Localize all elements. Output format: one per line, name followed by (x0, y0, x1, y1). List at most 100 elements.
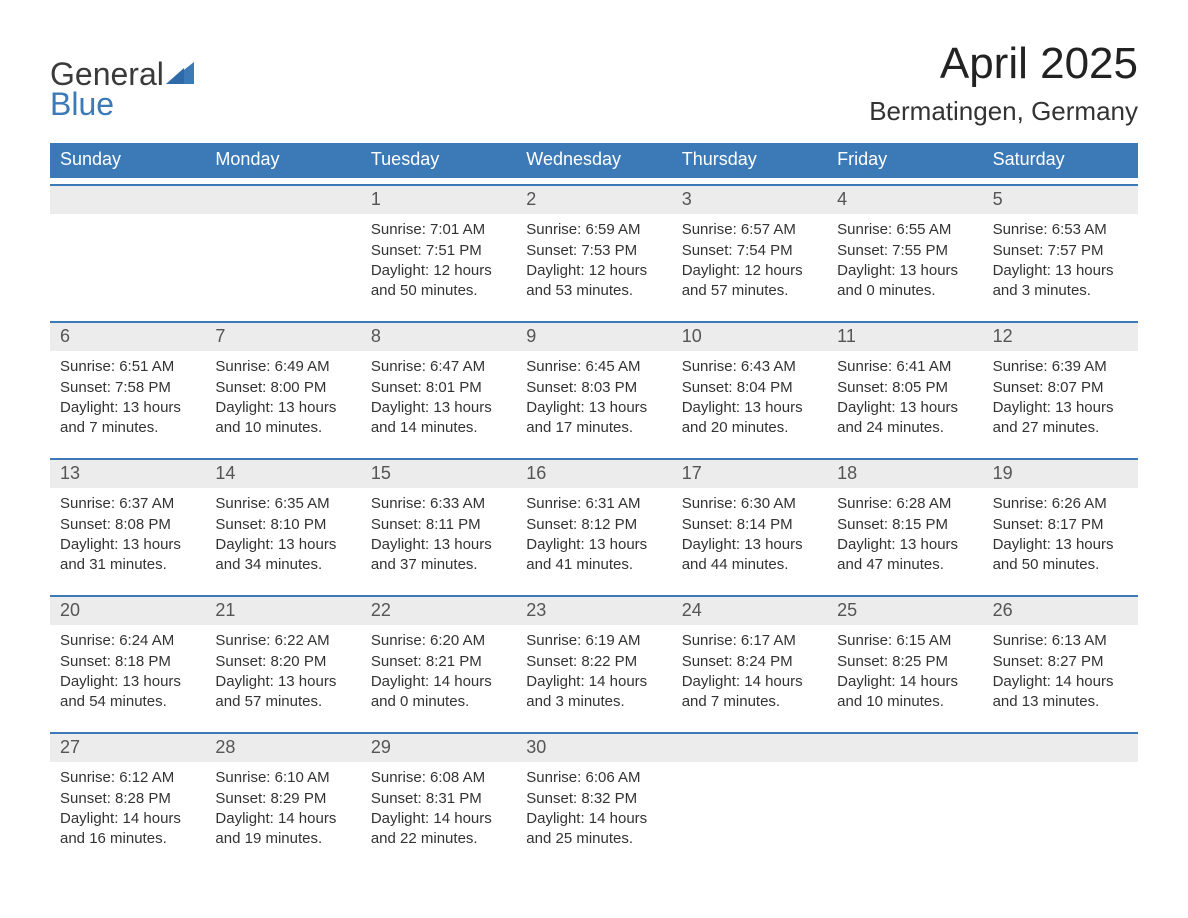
day-number: 30 (516, 734, 671, 762)
calendar-grid: Sunday Monday Tuesday Wednesday Thursday… (50, 143, 1138, 863)
daylight-text-line1: Daylight: 13 hours (60, 535, 195, 555)
sunset-text: Sunset: 8:32 PM (526, 789, 661, 809)
sunset-text: Sunset: 7:55 PM (837, 241, 972, 261)
day-number: 9 (516, 323, 671, 351)
title-block: April 2025 Bermatingen, Germany (869, 40, 1138, 127)
sunset-text: Sunset: 7:58 PM (60, 378, 195, 398)
day-cell: Sunrise: 6:47 AMSunset: 8:01 PMDaylight:… (361, 351, 516, 452)
day-number: 19 (983, 460, 1138, 488)
sunrise-text: Sunrise: 6:37 AM (60, 494, 195, 514)
logo-text-blue: Blue (50, 88, 114, 120)
daylight-text-line1: Daylight: 13 hours (526, 398, 661, 418)
day-number: 14 (205, 460, 360, 488)
daylight-text-line2: and 13 minutes. (993, 692, 1128, 712)
week-row: 27282930Sunrise: 6:12 AMSunset: 8:28 PMD… (50, 732, 1138, 863)
daylight-text-line1: Daylight: 14 hours (526, 809, 661, 829)
daylight-text-line1: Daylight: 13 hours (682, 398, 817, 418)
daylight-text-line2: and 22 minutes. (371, 829, 506, 849)
sunrise-text: Sunrise: 6:15 AM (837, 631, 972, 651)
header: General Blue April 2025 Bermatingen, Ger… (50, 40, 1138, 127)
day-cell: Sunrise: 6:39 AMSunset: 8:07 PMDaylight:… (983, 351, 1138, 452)
day-number: 2 (516, 186, 671, 214)
flag-icon (166, 62, 194, 84)
sunset-text: Sunset: 8:27 PM (993, 652, 1128, 672)
sunrise-text: Sunrise: 6:59 AM (526, 220, 661, 240)
sunset-text: Sunset: 8:15 PM (837, 515, 972, 535)
sunrise-text: Sunrise: 6:57 AM (682, 220, 817, 240)
daylight-text-line2: and 14 minutes. (371, 418, 506, 438)
day-cell: Sunrise: 6:53 AMSunset: 7:57 PMDaylight:… (983, 214, 1138, 315)
daylight-text-line1: Daylight: 13 hours (215, 672, 350, 692)
day-number: 20 (50, 597, 205, 625)
day-cell: Sunrise: 6:43 AMSunset: 8:04 PMDaylight:… (672, 351, 827, 452)
day-cell: Sunrise: 6:45 AMSunset: 8:03 PMDaylight:… (516, 351, 671, 452)
daylight-text-line1: Daylight: 13 hours (371, 535, 506, 555)
daylight-text-line1: Daylight: 13 hours (526, 535, 661, 555)
sunrise-text: Sunrise: 6:12 AM (60, 768, 195, 788)
day-cell: Sunrise: 7:01 AMSunset: 7:51 PMDaylight:… (361, 214, 516, 315)
sunset-text: Sunset: 8:31 PM (371, 789, 506, 809)
day-cell: Sunrise: 6:20 AMSunset: 8:21 PMDaylight:… (361, 625, 516, 726)
daylight-text-line1: Daylight: 13 hours (837, 261, 972, 281)
sunset-text: Sunset: 8:01 PM (371, 378, 506, 398)
daylight-text-line2: and 37 minutes. (371, 555, 506, 575)
daylight-text-line2: and 50 minutes. (371, 281, 506, 301)
sunrise-text: Sunrise: 6:41 AM (837, 357, 972, 377)
sunrise-text: Sunrise: 6:51 AM (60, 357, 195, 377)
day-number: 1 (361, 186, 516, 214)
daylight-text-line2: and 27 minutes. (993, 418, 1128, 438)
week-row: 20212223242526Sunrise: 6:24 AMSunset: 8:… (50, 595, 1138, 726)
sunrise-text: Sunrise: 6:22 AM (215, 631, 350, 651)
daylight-text-line2: and 34 minutes. (215, 555, 350, 575)
day-cell (205, 214, 360, 315)
day-cell: Sunrise: 6:35 AMSunset: 8:10 PMDaylight:… (205, 488, 360, 589)
day-number: 6 (50, 323, 205, 351)
week-row: 6789101112Sunrise: 6:51 AMSunset: 7:58 P… (50, 321, 1138, 452)
daylight-text-line1: Daylight: 14 hours (215, 809, 350, 829)
day-number: 12 (983, 323, 1138, 351)
daylight-text-line1: Daylight: 14 hours (371, 672, 506, 692)
daylight-text-line2: and 25 minutes. (526, 829, 661, 849)
day-cell: Sunrise: 6:06 AMSunset: 8:32 PMDaylight:… (516, 762, 671, 863)
day-cell: Sunrise: 6:55 AMSunset: 7:55 PMDaylight:… (827, 214, 982, 315)
daylight-text-line2: and 57 minutes. (682, 281, 817, 301)
daylight-text-line1: Daylight: 14 hours (371, 809, 506, 829)
daylight-text-line2: and 3 minutes. (526, 692, 661, 712)
day-number: 22 (361, 597, 516, 625)
daylight-text-line1: Daylight: 13 hours (215, 535, 350, 555)
daylight-text-line2: and 41 minutes. (526, 555, 661, 575)
dow-wednesday: Wednesday (516, 143, 671, 178)
day-number: 7 (205, 323, 360, 351)
day-number: 21 (205, 597, 360, 625)
daylight-text-line1: Daylight: 12 hours (526, 261, 661, 281)
daylight-text-line2: and 10 minutes. (837, 692, 972, 712)
sunrise-text: Sunrise: 6:13 AM (993, 631, 1128, 651)
daynum-strip: 6789101112 (50, 323, 1138, 351)
sunset-text: Sunset: 8:29 PM (215, 789, 350, 809)
daylight-text-line2: and 10 minutes. (215, 418, 350, 438)
day-number: 13 (50, 460, 205, 488)
sunrise-text: Sunrise: 6:26 AM (993, 494, 1128, 514)
days-of-week-row: Sunday Monday Tuesday Wednesday Thursday… (50, 143, 1138, 178)
daylight-text-line1: Daylight: 13 hours (371, 398, 506, 418)
daylight-text-line2: and 19 minutes. (215, 829, 350, 849)
daylight-text-line1: Daylight: 13 hours (993, 261, 1128, 281)
daylight-text-line2: and 0 minutes. (837, 281, 972, 301)
sunset-text: Sunset: 8:22 PM (526, 652, 661, 672)
sunset-text: Sunset: 8:25 PM (837, 652, 972, 672)
daylight-text-line2: and 24 minutes. (837, 418, 972, 438)
day-cell: Sunrise: 6:57 AMSunset: 7:54 PMDaylight:… (672, 214, 827, 315)
sunset-text: Sunset: 8:00 PM (215, 378, 350, 398)
day-cell: Sunrise: 6:30 AMSunset: 8:14 PMDaylight:… (672, 488, 827, 589)
dow-saturday: Saturday (983, 143, 1138, 178)
day-number (827, 734, 982, 762)
day-cell: Sunrise: 6:51 AMSunset: 7:58 PMDaylight:… (50, 351, 205, 452)
day-number (983, 734, 1138, 762)
day-number: 17 (672, 460, 827, 488)
day-cell: Sunrise: 6:31 AMSunset: 8:12 PMDaylight:… (516, 488, 671, 589)
daylight-text-line1: Daylight: 14 hours (60, 809, 195, 829)
daylight-text-line1: Daylight: 14 hours (526, 672, 661, 692)
dow-friday: Friday (827, 143, 982, 178)
daylight-text-line1: Daylight: 13 hours (60, 398, 195, 418)
sunset-text: Sunset: 7:51 PM (371, 241, 506, 261)
